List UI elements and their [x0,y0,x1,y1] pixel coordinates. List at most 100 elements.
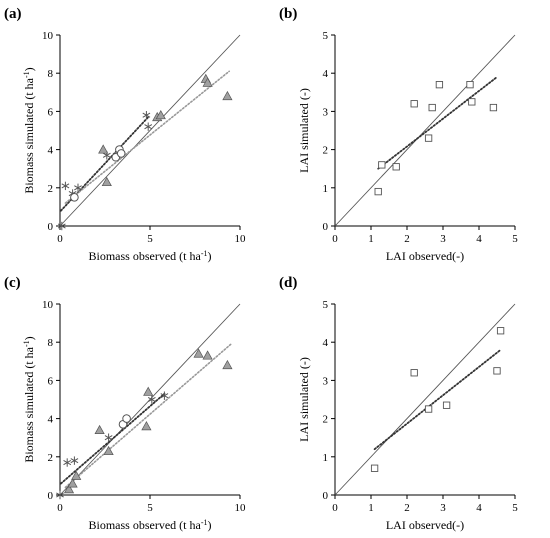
x-tick-label: 3 [440,233,446,245]
trendline-dark [60,392,166,485]
y-axis-title: LAI simulated (-) [297,357,311,442]
y-tick-label: 2 [323,414,329,426]
square-marker [496,327,505,335]
y-axis-title: Biomass simulated (t ha-1) [22,336,37,462]
y-tick-label: 6 [48,106,54,118]
trendline-light [64,70,230,204]
square-marker [410,369,418,377]
panel-c-plot: (c) 0 5 10 0 2 4 6 8 10 Biomass observed (t ha-1) B… [4,275,246,533]
panel-a: (a) 0 5 10 0 2 4 6 8 10 Biomass observed (t ha-1) B… [0,0,275,269]
asterisk-marker [56,490,64,500]
x-tick-label: 5 [512,233,518,245]
circle-marker [70,193,79,202]
y-tick-label: 4 [323,337,329,349]
y-tick-label: 2 [48,183,54,195]
square-marker [442,401,451,409]
x-tick-label: 0 [332,502,338,514]
trendline-dark [377,76,498,170]
square-marker [489,103,498,112]
triangle-marker [202,350,213,360]
y-tick-label: 4 [48,145,54,157]
asterisk-marker [160,391,169,400]
square-marker [428,103,436,112]
asterisk-marker [63,458,72,467]
y-axis-title: LAI simulated (-) [297,88,311,173]
asterisk-marker [144,122,153,131]
asterisk-marker [74,183,82,192]
panel-d-plot: (d) 0 1 2 3 4 5 0 1 2 3 4 5 LAI observed(-) LAI simula… [279,275,518,532]
x-axis-title: LAI observed(-) [386,249,464,263]
x-tick-label: 5 [512,502,518,514]
triangle-marker [94,424,105,435]
x-tick-label: 1 [368,502,374,514]
asterisk-marker [147,395,156,404]
x-tick-label: 5 [147,233,153,245]
y-tick-label: 10 [42,299,54,311]
triangle-marker [155,109,166,120]
x-tick-label: 2 [404,502,410,514]
square-marker [378,161,386,169]
square-marker [435,81,444,89]
asterisk-marker [61,181,70,191]
x-axis-title: Biomass observed (t ha-1) [89,249,212,264]
y-tick-label: 0 [323,221,329,233]
square-marker [410,100,418,108]
panel-label: (a) [4,6,22,22]
y-tick-label: 2 [323,145,329,157]
y-tick-label: 8 [48,337,54,349]
x-tick-label: 0 [332,233,338,245]
triangle-marker [98,144,109,154]
x-tick-label: 4 [476,502,482,514]
panel-label: (b) [279,6,297,22]
one-to-one-line [334,303,516,496]
y-tick-label: 1 [323,452,329,464]
triangle-marker [103,445,114,456]
panel-b: (b) 0 1 2 3 4 5 0 1 2 3 4 5 LAI observed(-) LAI simula… [275,0,550,269]
y-tick-label: 4 [323,68,329,80]
panel-a-plot: (a) 0 5 10 0 2 4 6 8 10 Biomass observed (t ha-1) B… [4,6,247,264]
one-to-one-line [59,34,241,227]
panel-c: (c) 0 5 10 0 2 4 6 8 10 Biomass observed (t ha-1) B… [0,269,275,538]
x-tick-label: 0 [57,233,63,245]
square-marker [392,163,400,171]
x-axis-title: Biomass observed (t ha-1) [89,518,212,533]
square-marker [374,187,382,196]
triangle-marker [67,478,78,488]
trendline-light [64,343,232,489]
x-tick-label: 4 [476,233,482,245]
asterisk-marker [70,456,79,465]
trendline-dark [373,348,502,451]
x-tick-label: 0 [57,502,63,514]
y-tick-label: 2 [48,452,54,464]
x-tick-label: 3 [440,502,446,514]
triangle-marker [101,176,112,187]
x-tick-label: 10 [235,233,247,245]
x-tick-label: 5 [147,502,153,514]
x-axis-title: LAI observed(-) [386,518,464,532]
triangle-marker [71,470,82,480]
square-marker [424,134,433,142]
panel-b-plot: (b) 0 1 2 3 4 5 0 1 2 3 4 5 LAI observed(-) LAI simula… [279,6,518,263]
triangle-marker [193,348,204,358]
square-marker [466,81,474,89]
y-tick-label: 0 [48,221,54,233]
panel-label: (c) [4,275,21,291]
y-tick-label: 4 [48,414,54,426]
y-tick-label: 5 [323,299,329,311]
x-tick-label: 2 [404,233,410,245]
y-tick-label: 3 [323,106,329,118]
triangle-marker [141,421,152,431]
y-tick-label: 0 [323,490,329,502]
square-marker [493,367,501,375]
y-tick-label: 8 [48,68,54,80]
y-tick-label: 10 [42,30,54,42]
y-tick-label: 3 [323,375,329,387]
triangle-marker [202,77,213,87]
y-axis-title: Biomass simulated (t ha-1) [22,67,37,193]
triangle-marker [63,484,75,494]
y-tick-label: 1 [323,183,329,195]
circle-marker [116,149,126,158]
square-marker [468,98,476,106]
panel-label: (d) [279,275,297,291]
